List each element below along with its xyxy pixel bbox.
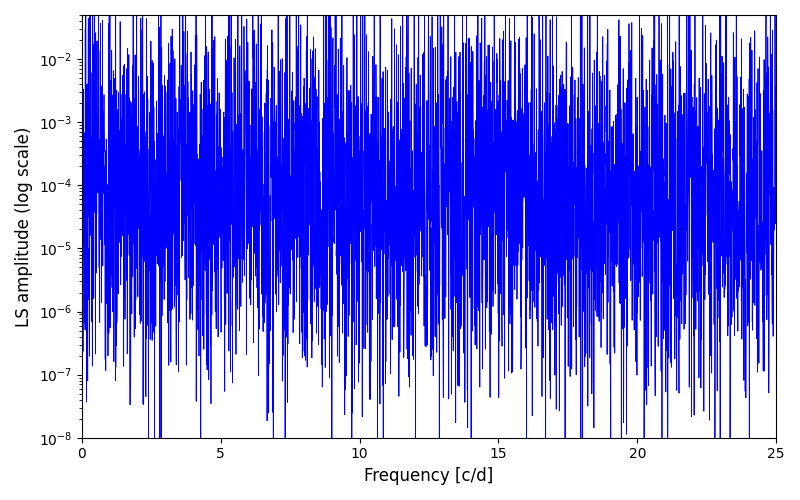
Y-axis label: LS amplitude (log scale): LS amplitude (log scale) [15, 126, 33, 326]
X-axis label: Frequency [c/d]: Frequency [c/d] [364, 467, 494, 485]
